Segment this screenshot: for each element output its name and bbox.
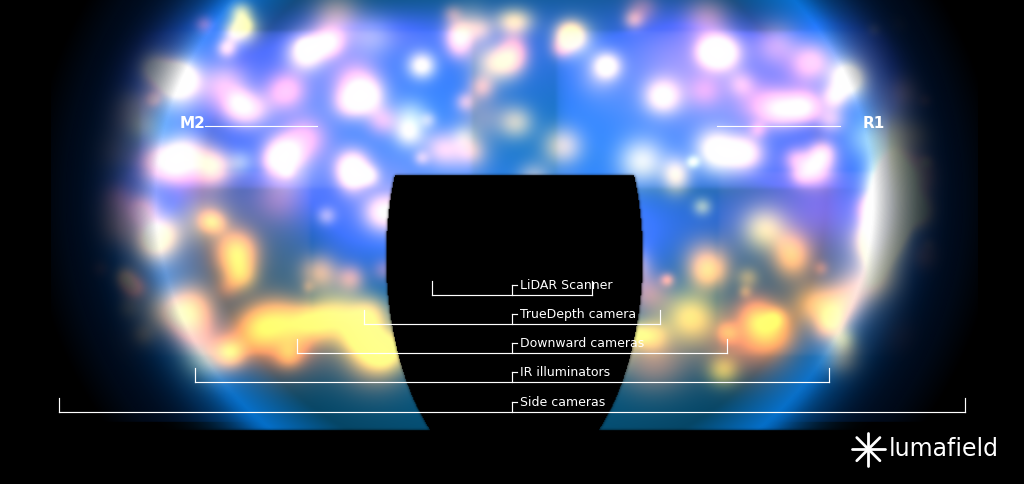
Text: TrueDepth camera: TrueDepth camera bbox=[520, 308, 636, 320]
Text: lumafield: lumafield bbox=[889, 437, 998, 461]
Text: IR illuminators: IR illuminators bbox=[520, 366, 610, 378]
Text: M2: M2 bbox=[179, 116, 205, 131]
Text: LiDAR Scanner: LiDAR Scanner bbox=[520, 279, 612, 291]
Text: R1: R1 bbox=[862, 116, 885, 131]
Text: Downward cameras: Downward cameras bbox=[520, 337, 644, 349]
Text: Side cameras: Side cameras bbox=[520, 396, 605, 408]
